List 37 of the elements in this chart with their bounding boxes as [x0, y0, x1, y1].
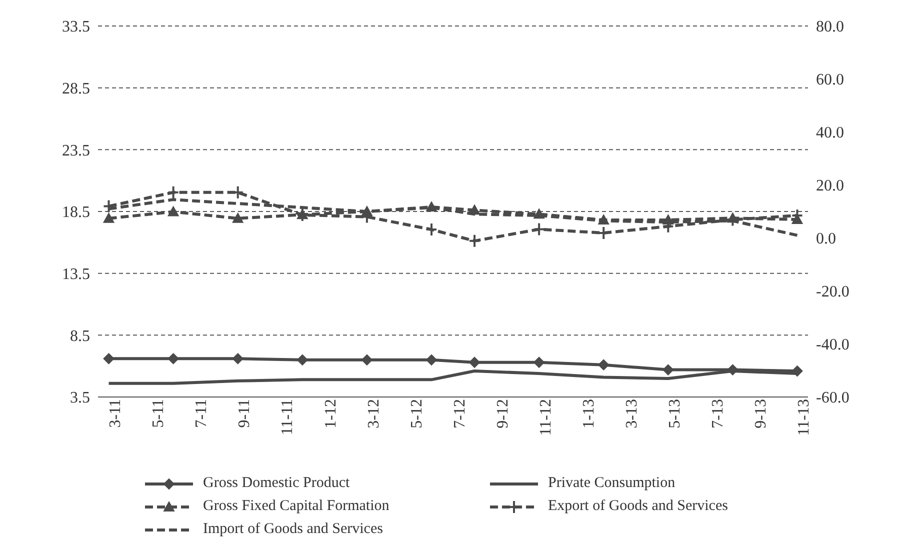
x-tick-label: 5-13 — [666, 399, 684, 428]
y2-tick-label: -40.0 — [816, 336, 850, 354]
x-tick-label: 1-13 — [580, 399, 598, 428]
legend-label: Export of Goods and Services — [548, 498, 728, 515]
legend-label: Gross Domestic Product — [203, 475, 350, 492]
y2-tick-label: -20.0 — [816, 284, 850, 301]
y2-tick-label: -60.0 — [816, 390, 850, 407]
x-tick-label: 7-13 — [710, 399, 727, 428]
y2-tick-label: 20.0 — [816, 178, 844, 195]
y-tick-label: 33.5 — [62, 18, 90, 36]
x-tick-label: 11-12 — [537, 399, 554, 436]
y-tick-label: 8.5 — [70, 328, 90, 345]
x-tick-label: 11-13 — [796, 399, 813, 436]
y2-tick-label: 0.0 — [816, 230, 836, 248]
y-tick-label: 13.5 — [62, 266, 90, 284]
x-tick-label: 1-12 — [322, 399, 340, 428]
x-tick-label: 9-13 — [752, 399, 770, 428]
y-tick-label: 28.5 — [62, 80, 90, 98]
x-tick-label: 3-13 — [623, 399, 640, 428]
x-tick-label: 9-11 — [236, 399, 254, 428]
y2-tick-label: 60.0 — [816, 72, 844, 89]
y-tick-label: 18.5 — [62, 204, 90, 222]
x-tick-label: 11-11 — [279, 399, 296, 436]
x-tick-label: 7-12 — [451, 399, 468, 428]
x-tick-label: 3-12 — [365, 399, 382, 428]
x-tick-label: 7-11 — [193, 399, 210, 428]
legend-label: Gross Fixed Capital Formation — [203, 498, 390, 515]
legend-label: Import of Goods and Services — [203, 521, 383, 538]
x-tick-label: 9-12 — [494, 399, 512, 428]
x-tick-label: 3-11 — [107, 399, 124, 428]
y2-tick-label: 40.0 — [816, 124, 844, 142]
y-tick-label: 23.5 — [62, 142, 90, 160]
y2-tick-label: 80.0 — [816, 18, 844, 36]
y-tick-label: 3.5 — [70, 390, 90, 407]
legend-label: Private Consumption — [548, 475, 676, 492]
x-tick-label: 5-12 — [408, 399, 426, 428]
x-tick-label: 5-11 — [150, 399, 168, 428]
